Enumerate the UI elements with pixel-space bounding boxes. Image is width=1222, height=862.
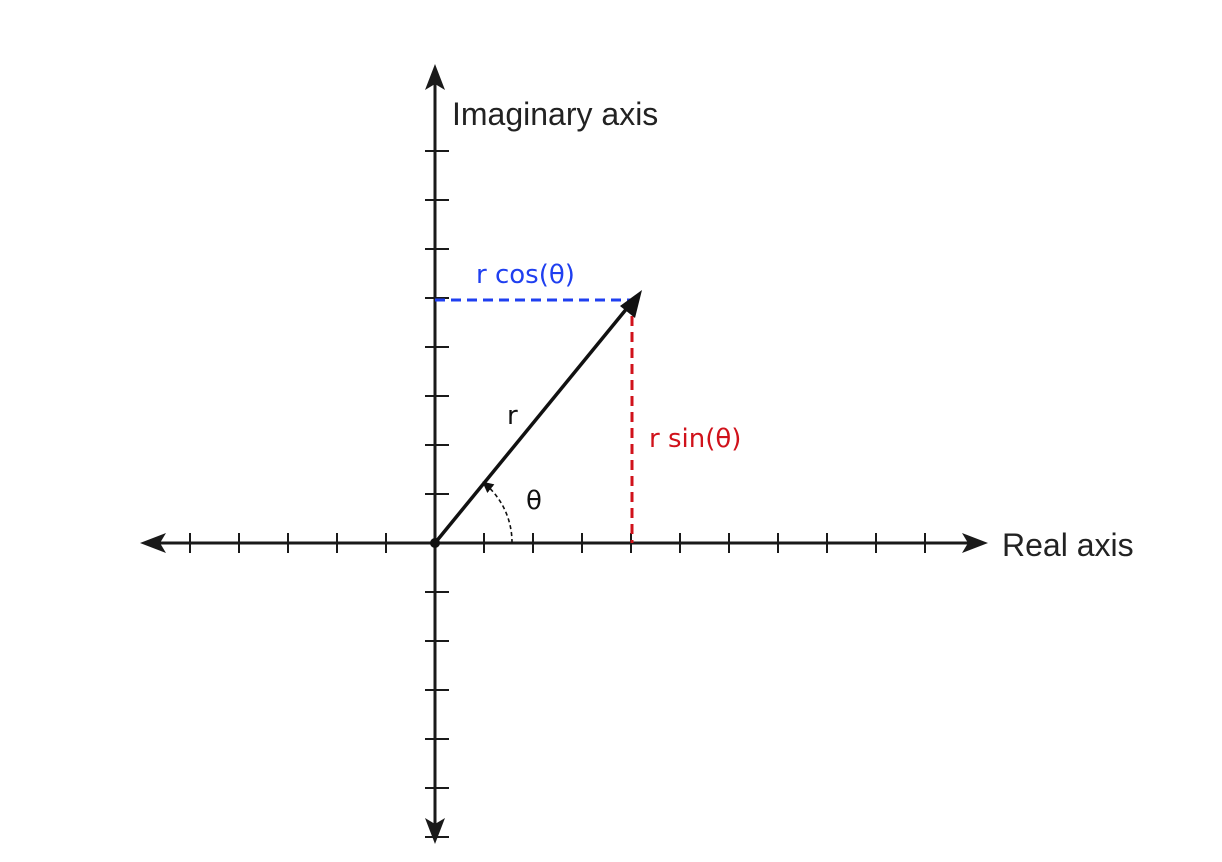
imaginary-axis-top-arrowhead xyxy=(425,64,445,90)
vector-r xyxy=(433,305,630,545)
imaginary-axis xyxy=(425,64,445,844)
vector-arrowhead xyxy=(620,290,642,318)
angle-label: θ xyxy=(526,486,542,516)
real-axis-label: Real axis xyxy=(1002,527,1134,563)
angle-arc xyxy=(482,481,513,544)
origin-point xyxy=(430,538,440,548)
real-axis-right-arrowhead xyxy=(962,533,988,553)
imaginary-axis-label: Imaginary axis xyxy=(452,96,658,132)
vertical-component-label: r sin(θ) xyxy=(649,424,741,454)
imaginary-axis-bottom-arrowhead xyxy=(425,818,445,844)
imaginary-axis-ticks xyxy=(425,150,449,838)
real-axis-left-arrowhead xyxy=(140,533,166,553)
vector-magnitude-label: r xyxy=(507,401,518,431)
real-axis xyxy=(140,533,988,553)
horizontal-component-label: r cos(θ) xyxy=(476,260,575,290)
real-axis-ticks xyxy=(189,533,926,553)
